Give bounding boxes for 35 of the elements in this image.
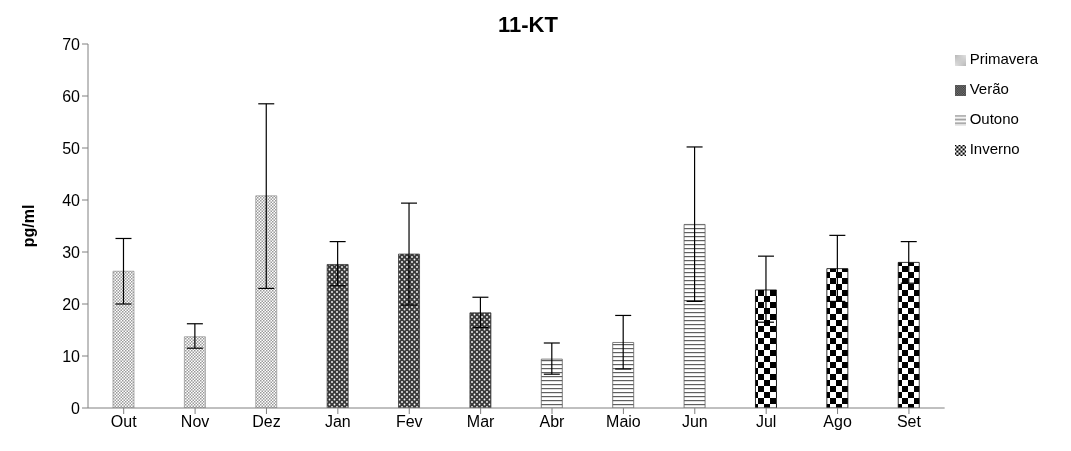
x-tick-label: Fev bbox=[395, 413, 423, 431]
x-tick-label: Jun bbox=[681, 413, 708, 431]
bar bbox=[540, 358, 563, 408]
y-tick-label: 40 bbox=[62, 191, 81, 209]
y-tick-label: 60 bbox=[62, 87, 81, 105]
chart-title: 11-KT bbox=[498, 12, 559, 37]
x-tick-label: Mar bbox=[466, 413, 496, 431]
y-tick-label: 20 bbox=[62, 295, 81, 313]
bar bbox=[255, 195, 278, 408]
bar bbox=[183, 336, 206, 408]
bar bbox=[612, 342, 635, 408]
legend-label: Verão bbox=[969, 80, 1009, 97]
x-tick-label: Jan bbox=[324, 413, 351, 431]
x-tick-label: Abr bbox=[539, 413, 566, 431]
y-tick-label: 70 bbox=[62, 35, 81, 53]
x-tick-label: Nov bbox=[180, 413, 210, 431]
y-tick-label: 10 bbox=[62, 347, 81, 365]
y-tick-label: 0 bbox=[71, 399, 81, 417]
legend-label: Primavera bbox=[969, 50, 1038, 67]
x-tick-label: Maio bbox=[606, 413, 641, 431]
x-tick-label: Dez bbox=[252, 413, 281, 431]
y-tick-label: 50 bbox=[62, 139, 81, 157]
bar bbox=[683, 224, 706, 408]
x-tick-label: Set bbox=[896, 413, 922, 431]
bar bbox=[398, 253, 420, 408]
y-axis-title: pg/ml bbox=[19, 204, 37, 248]
x-tick-label: Jul bbox=[755, 413, 777, 431]
x-tick-label: Ago bbox=[823, 413, 852, 431]
bar bbox=[112, 270, 135, 408]
bar bbox=[469, 312, 492, 408]
legend-label: Inverno bbox=[969, 140, 1020, 157]
legend-label: Outono bbox=[969, 110, 1019, 127]
y-tick-label: 30 bbox=[62, 243, 81, 261]
x-tick-label: Out bbox=[110, 413, 138, 431]
bar bbox=[326, 264, 349, 408]
